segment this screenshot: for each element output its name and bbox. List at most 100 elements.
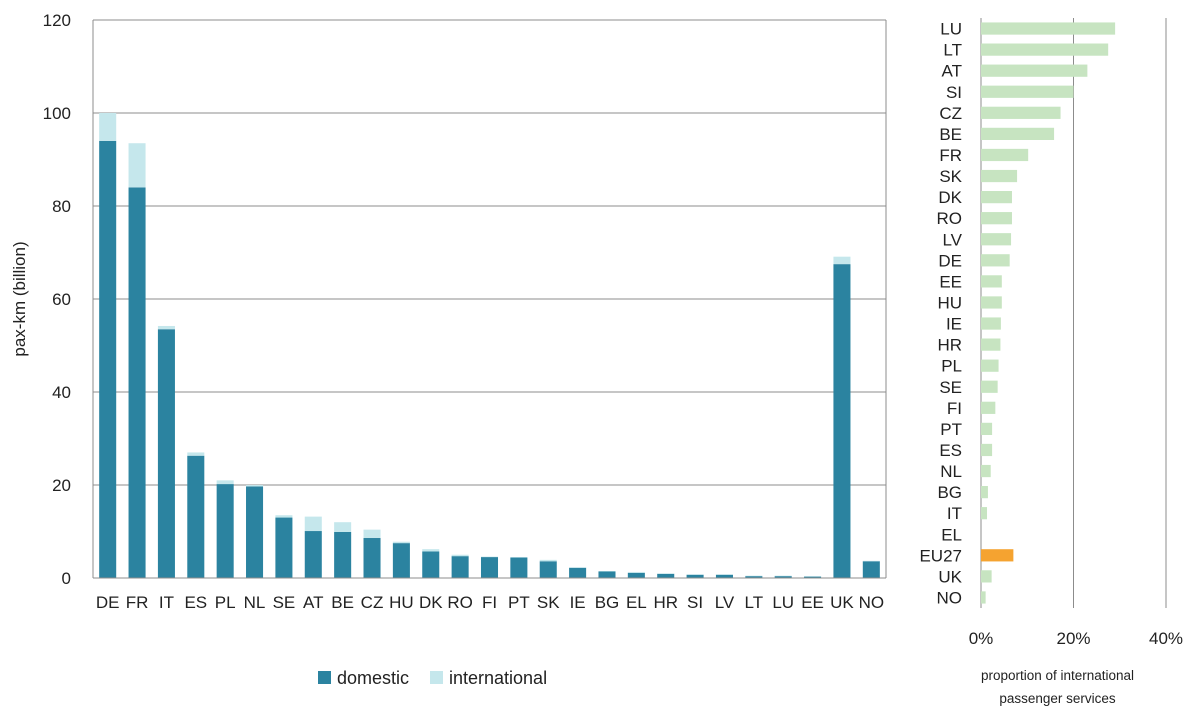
x-tick-label: SE: [273, 593, 296, 612]
bar-bg: [981, 485, 988, 499]
x-tick-label: EE: [801, 593, 824, 612]
bar-se: [981, 380, 998, 393]
bar-eu27: [981, 549, 1014, 562]
bar-domestic-ro: [451, 556, 469, 578]
bar-domestic-ie: [569, 567, 587, 578]
bar-domestic-de: [99, 140, 117, 578]
bar-dk: [981, 190, 1012, 204]
bar-lu: [981, 22, 1116, 35]
bar-domestic-at: [304, 531, 322, 578]
bar-international-uk: [833, 256, 851, 265]
x-tick-label: PT: [508, 593, 530, 612]
bar-international-se: [275, 515, 293, 518]
x-tick-label: SK: [537, 593, 560, 612]
legend-swatch-domestic: [318, 671, 331, 684]
bar-domestic-ee: [804, 576, 822, 578]
bar-cz: [981, 106, 1061, 119]
y-tick-label: EE: [939, 272, 962, 291]
bar-international-hu: [392, 541, 410, 544]
bar-domestic-it: [157, 329, 175, 578]
x-tick-label: HR: [653, 593, 678, 612]
x-tick-label: NO: [859, 593, 885, 612]
x-tick-label: PL: [215, 593, 236, 612]
y-tick-label: RO: [937, 209, 963, 228]
bar-domestic-lu: [774, 576, 792, 578]
x-tick-label: FI: [482, 593, 497, 612]
y-tick-label: 60: [52, 290, 71, 309]
y-tick-label: BE: [939, 125, 962, 144]
bar-sk: [981, 169, 1018, 183]
bar-de: [981, 254, 1010, 267]
x-tick-label: RO: [447, 593, 473, 612]
bar-domestic-uk: [833, 264, 851, 578]
bar-domestic-nl: [246, 486, 264, 578]
bar-uk: [981, 570, 992, 583]
y-tick-label: 100: [43, 104, 71, 123]
y-tick-label: HU: [937, 293, 962, 312]
bar-fr: [981, 148, 1029, 162]
y-tick-label: 80: [52, 197, 71, 216]
y-tick-label: 40: [52, 383, 71, 402]
bar-domestic-lv: [715, 574, 733, 578]
x-tick-label: DE: [96, 593, 120, 612]
x-tick-label: HU: [389, 593, 414, 612]
bar-be: [981, 127, 1055, 141]
bar-domestic-el: [627, 572, 645, 578]
y-tick-label: 120: [43, 11, 71, 30]
x-axis-label-line1: proportion of international: [981, 668, 1134, 683]
x-tick-label: FR: [126, 593, 149, 612]
bar-international-fr: [128, 143, 146, 188]
y-tick-label: IE: [946, 315, 962, 334]
x-tick-label: 0%: [969, 629, 994, 648]
y-tick-label: NL: [940, 462, 962, 481]
bar-nl: [981, 464, 991, 478]
y-tick-label: EL: [941, 525, 962, 544]
bar-it: [981, 507, 988, 520]
bar-domestic-cz: [363, 538, 381, 578]
y-tick-label: PL: [941, 357, 962, 376]
y-tick-label: SI: [946, 83, 962, 102]
y-tick-label: EU27: [919, 546, 962, 565]
bar-domestic-dk: [422, 551, 440, 578]
bar-domestic-pl: [216, 484, 234, 578]
bar-domestic-pt: [510, 557, 528, 578]
left-stacked-bar-chart: 0 20 40 60 80 100 120 DE FR IT ES PL NL SE AT BE CZ HU DK R…: [10, 11, 887, 688]
bar-domestic-sk: [539, 561, 557, 578]
x-tick-label: EL: [626, 593, 647, 612]
y-tick-label: CZ: [939, 104, 962, 123]
legend-swatch-international: [430, 671, 443, 684]
bar-international-pl: [216, 480, 234, 485]
y-tick-label: DE: [938, 251, 962, 270]
bar-es: [981, 443, 993, 457]
x-tick-label: IE: [570, 593, 586, 612]
bar-pt: [981, 422, 993, 436]
x-tick-label: BE: [331, 593, 354, 612]
bar-international-el: [627, 571, 645, 573]
bar-domestic-si: [686, 574, 704, 578]
bar-pl: [981, 359, 999, 372]
y-tick-label: LU: [940, 20, 962, 39]
x-tick-label: 40%: [1149, 629, 1183, 648]
bar-domestic-lt: [745, 576, 763, 578]
y-tick-label: IT: [947, 504, 962, 523]
y-tick-label: SE: [939, 378, 962, 397]
bar-international-es: [187, 452, 205, 456]
legend-label-international: international: [449, 668, 547, 688]
y-tick-label: PT: [940, 420, 962, 439]
x-tick-label: DK: [419, 593, 443, 612]
y-tick-label: LV: [942, 230, 962, 249]
y-tick-label: SK: [939, 167, 962, 186]
bar-international-at: [304, 516, 322, 532]
bar-international-dk: [422, 549, 440, 552]
x-tick-label: LU: [772, 593, 794, 612]
y-axis-label: pax-km (billion): [10, 241, 29, 356]
bar-domestic-be: [334, 531, 352, 578]
bar-ie: [981, 317, 1001, 330]
x-tick-label: NL: [244, 593, 266, 612]
x-tick-label: LT: [745, 593, 764, 612]
bar-domestic-bg: [598, 571, 616, 578]
x-tick-label: LV: [715, 593, 735, 612]
y-tick-label: NO: [937, 588, 963, 607]
bar-international-nl: [246, 485, 264, 487]
